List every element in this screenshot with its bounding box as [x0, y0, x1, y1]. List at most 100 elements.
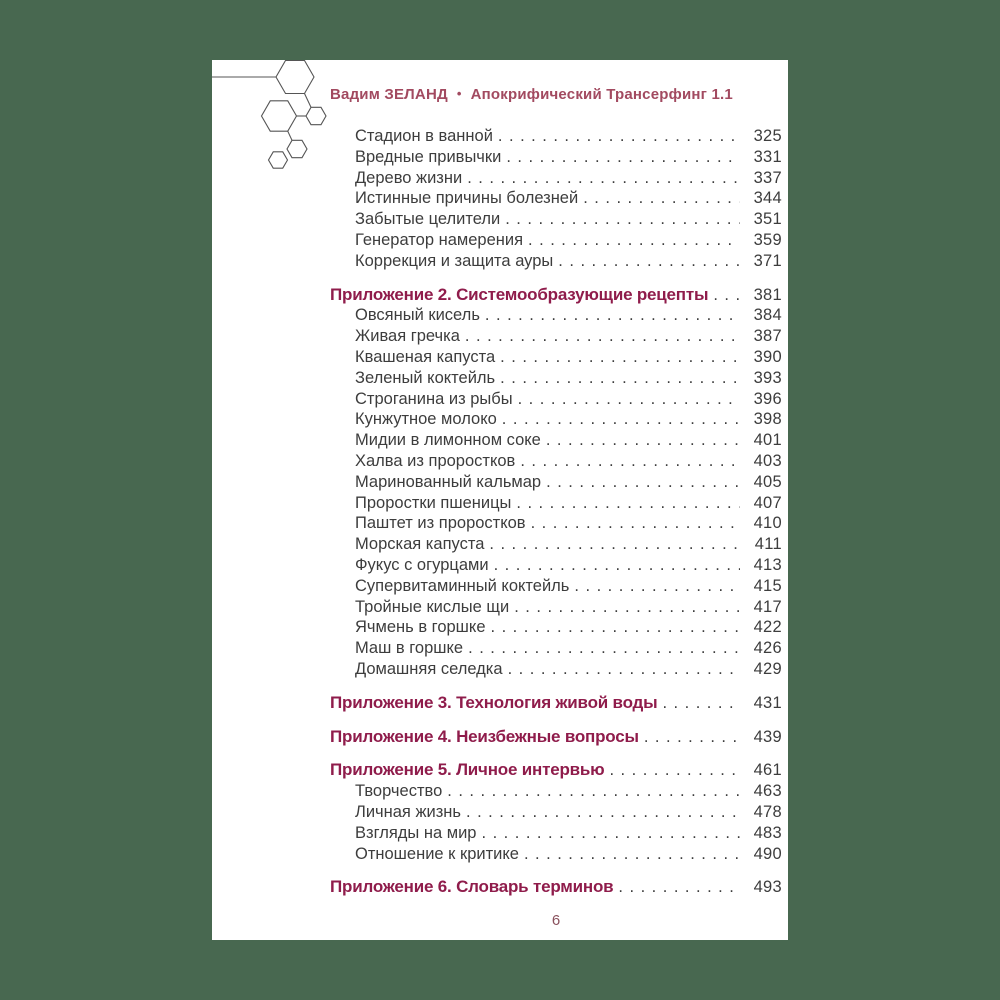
toc-page-number: 417 [753, 597, 782, 616]
dot-leader [494, 555, 740, 576]
toc-page-number: 410 [753, 514, 782, 533]
toc-entry-row: Проростки пшеницы 407 [330, 493, 782, 514]
toc-list: Стадион в ванной 325 Вредные привычки 33… [330, 126, 782, 898]
dot-leader [644, 727, 740, 748]
toc-entry-row: Коррекция и защита ауры 371 [330, 251, 782, 272]
dot-leader [468, 638, 740, 659]
toc-entry-row: Морская капуста 411 [330, 534, 782, 555]
toc-entry-row: Взгляды на мир 483 [330, 823, 782, 844]
dot-leader [491, 617, 740, 638]
toc-page-number: 431 [753, 693, 782, 712]
dot-leader [514, 597, 740, 618]
dot-leader [558, 251, 740, 272]
toc-entry-label: Дерево жизни [355, 168, 463, 187]
dot-leader [466, 802, 740, 823]
toc-entry-label: Паштет из проростков [355, 514, 526, 533]
bullet-separator: • [456, 86, 462, 101]
toc-page-number: 463 [753, 782, 782, 801]
toc-page-number: 403 [753, 451, 782, 470]
toc-page-number: 483 [753, 823, 782, 842]
toc-page-number: 351 [753, 210, 782, 229]
toc-page-number: 439 [753, 727, 782, 746]
toc-entry-row: Живая гречка 387 [330, 326, 782, 347]
toc-entry-row: Вредные привычки 331 [330, 147, 782, 168]
toc-entry-label: Стадион в ванной [355, 127, 493, 145]
toc-page-number: 331 [753, 147, 782, 166]
dot-leader [508, 659, 740, 680]
toc-entry-row: Кунжутное молоко 398 [330, 409, 782, 430]
toc-page-number: 461 [753, 761, 782, 780]
toc-entry-row: Маш в горшке 426 [330, 638, 782, 659]
dot-leader [583, 188, 740, 209]
toc-page-number: 493 [753, 878, 782, 897]
dot-leader [574, 576, 740, 597]
toc-page-number: 422 [753, 618, 782, 637]
dot-leader [618, 877, 740, 898]
toc-entry-row: Творчество 463 [330, 781, 782, 802]
dot-leader [518, 389, 740, 410]
toc-entry-row: Фукус с огурцами 413 [330, 555, 782, 576]
toc-heading-row: Приложение 4. Неизбежные вопросы 439 [330, 727, 782, 748]
toc-page-number: 381 [753, 285, 782, 304]
toc-entry-label: Живая гречка [355, 327, 460, 346]
toc-entry-label: Приложение 6. Словарь терминов [330, 877, 614, 897]
dot-leader [500, 368, 740, 389]
toc-page-number: 415 [753, 576, 782, 595]
toc-entry-label: Строганина из рыбы [355, 389, 513, 408]
toc-page-number: 396 [753, 389, 782, 408]
book-page: Вадим ЗЕЛАНД • Апокрифический Трансерфинг … [212, 60, 788, 940]
dot-leader [531, 513, 740, 534]
dot-leader [524, 844, 740, 865]
toc-entry-row: Истинные причины болезней 344 [330, 188, 782, 209]
dot-leader [546, 430, 740, 451]
toc-heading-row: Приложение 6. Словарь терминов 493 [330, 877, 782, 898]
toc-entry-label: Личная жизнь [355, 802, 461, 821]
toc-heading-row: Приложение 2. Системообразующие рецепты … [330, 285, 782, 306]
dot-leader [546, 472, 740, 493]
toc-entry-label: Овсяный кисель [355, 306, 480, 325]
toc-entry-row: Домашняя селедка 429 [330, 659, 782, 680]
toc-entry-row: Отношение к критике 490 [330, 844, 782, 865]
toc-entry-label: Приложение 2. Системообразующие рецепты [330, 284, 709, 304]
toc-entry-row: Дерево жизни 337 [330, 168, 782, 189]
toc-entry-label: Тройные кислые щи [355, 597, 510, 616]
toc-page-number: 478 [753, 802, 782, 821]
toc-entry-label: Квашеная капуста [355, 347, 496, 366]
toc-entry-row: Зеленый коктейль 393 [330, 368, 782, 389]
dot-leader [489, 534, 740, 555]
toc-entry-row: Строганина из рыбы 396 [330, 389, 782, 410]
toc-page-number: 405 [753, 472, 782, 491]
dot-leader [485, 305, 740, 326]
toc-entry-row: Мидии в лимонном соке 401 [330, 430, 782, 451]
toc-entry-row: Супервитаминный коктейль 415 [330, 576, 782, 597]
dot-leader [505, 209, 740, 230]
dot-leader [465, 326, 740, 347]
toc-entry-label: Генератор намерения [355, 230, 524, 249]
dot-leader [502, 409, 740, 430]
toc-entry-row: Стадион в ванной 325 [330, 126, 782, 147]
toc-page-number: 490 [753, 844, 782, 863]
toc-page-number: 398 [753, 410, 782, 429]
hexagon-molecule-ornament [212, 60, 327, 169]
toc-page-number: 407 [753, 493, 782, 512]
toc-entry-label: Творчество [355, 782, 443, 801]
toc-entry-label: Домашняя селедка [355, 659, 503, 678]
toc-page-number: 325 [753, 127, 782, 145]
toc-entry-row: Маринованный кальмар 405 [330, 472, 782, 493]
toc-page-number: 337 [753, 168, 782, 187]
toc-page-number: 401 [753, 431, 782, 450]
toc-page-number: 411 [754, 535, 782, 554]
toc-entry-row: Овсяный кисель 384 [330, 305, 782, 326]
toc-entry-row: Ячмень в горшке 422 [330, 617, 782, 638]
dot-leader [609, 760, 740, 781]
dot-leader [498, 126, 740, 147]
toc-entry-row: Тройные кислые щи 417 [330, 597, 782, 618]
toc-entry-label: Отношение к критике [355, 844, 519, 863]
toc-entry-label: Маш в горшке [355, 639, 464, 658]
dot-leader [528, 230, 740, 251]
running-head-title: Апокрифический Трансерфинг 1.1 [470, 86, 733, 103]
toc-page-number: 393 [753, 368, 782, 387]
toc-entry-label: Проростки пшеницы [355, 493, 512, 512]
toc-entry-row: Генератор намерения 359 [330, 230, 782, 251]
toc-entry-label: Приложение 4. Неизбежные вопросы [330, 726, 639, 746]
